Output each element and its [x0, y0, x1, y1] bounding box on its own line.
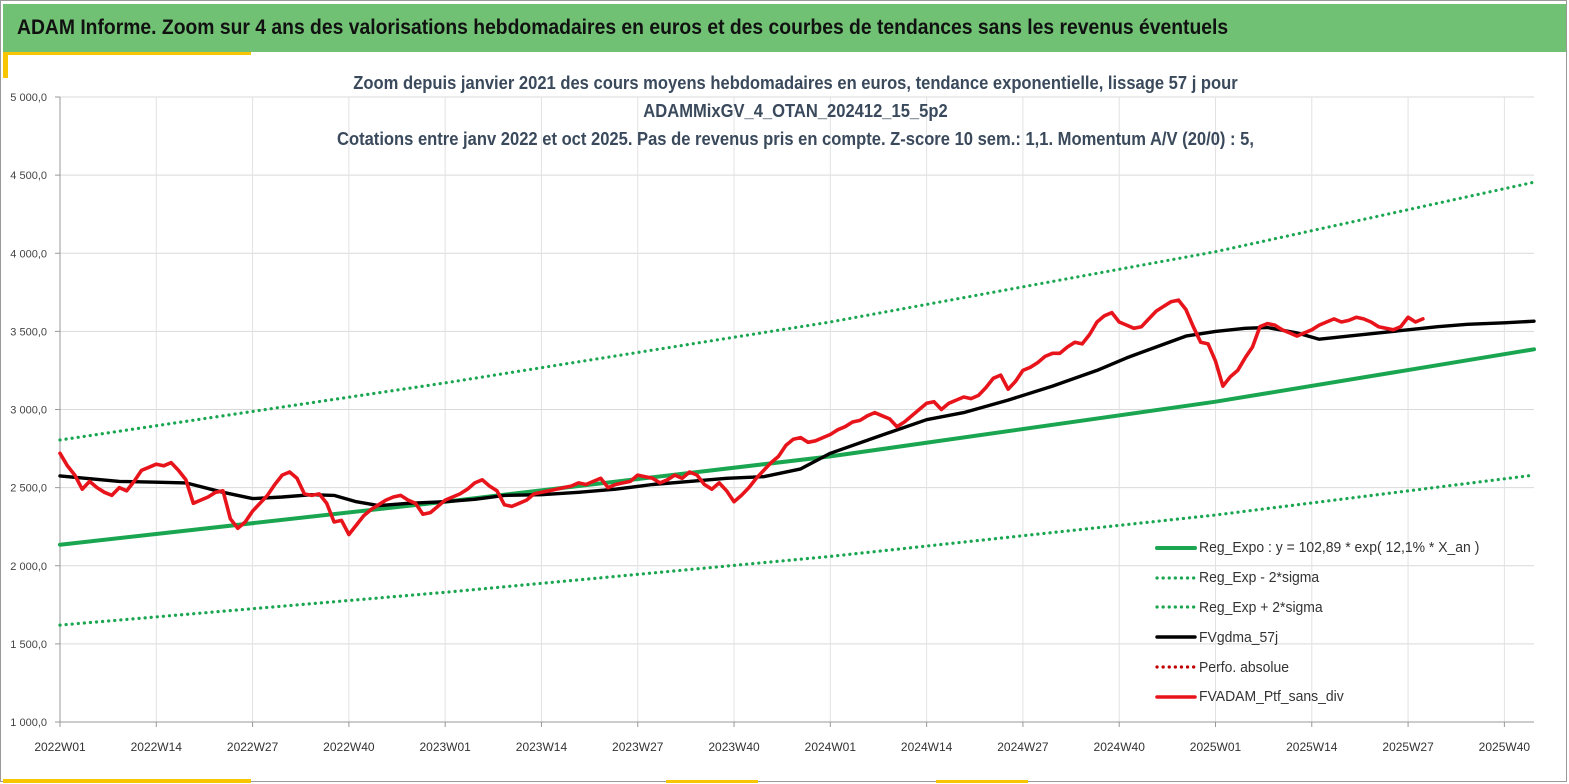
legend-label: Reg_Exp + 2*sigma — [1199, 598, 1323, 616]
accent-stripe-bottom-right — [936, 780, 1028, 783]
legend-swatch — [1155, 663, 1197, 671]
y-tick-label: 3 500,0 — [10, 326, 47, 338]
accent-stripe-bottom — [3, 779, 251, 783]
legend-label: Reg_Exp - 2*sigma — [1199, 569, 1320, 587]
legend-swatch — [1155, 693, 1197, 701]
accent-stripe-bottom-mid — [666, 780, 758, 783]
x-tick-label: 2023W40 — [708, 740, 760, 754]
series-line-2 — [58, 180, 1536, 442]
y-tick-label: 4 500,0 — [10, 170, 47, 182]
legend-label: Perfo. absolue — [1199, 658, 1289, 676]
legend-item: Reg_Exp - 2*sigma — [1155, 563, 1500, 593]
legend-item: Perfo. absolue — [1155, 652, 1500, 682]
y-tick-label: 2 000,0 — [10, 561, 47, 573]
legend-item: Reg_Exp + 2*sigma — [1155, 593, 1500, 623]
y-tick-label: 3 000,0 — [10, 405, 47, 417]
legend-swatch — [1155, 633, 1197, 641]
series-line-0 — [58, 347, 1536, 547]
legend-item: FVgdma_57j — [1155, 622, 1500, 652]
y-tick-label: 1 500,0 — [10, 639, 47, 651]
x-tick-label: 2024W14 — [901, 740, 953, 754]
x-tick-label: 2022W14 — [131, 740, 183, 754]
legend-swatch — [1155, 603, 1197, 611]
banner-title: ADAM Informe. Zoom sur 4 ans des valoris… — [17, 16, 1229, 39]
x-tick-label: 2023W01 — [419, 740, 471, 754]
x-tick-label: 2022W01 — [34, 740, 86, 754]
chart-title-line-1: Zoom depuis janvier 2021 des cours moyen… — [353, 73, 1238, 93]
x-tick-label: 2023W27 — [612, 740, 664, 754]
x-tick-label: 2024W40 — [1094, 740, 1146, 754]
x-tick-label: 2023W14 — [516, 740, 568, 754]
y-tick-label: 2 500,0 — [10, 483, 47, 495]
accent-stripe-top — [3, 52, 251, 55]
y-tick-label: 1 000,0 — [10, 717, 47, 729]
legend-label: Reg_Expo : y = 102,89 * exp( 12,1% * X_a… — [1199, 539, 1480, 557]
x-tick-label: 2025W01 — [1190, 740, 1242, 754]
x-tick-label: 2025W40 — [1479, 740, 1531, 754]
series-line-5 — [58, 298, 1425, 537]
title-banner: ADAM Informe. Zoom sur 4 ans des valoris… — [3, 4, 1566, 52]
x-tick-label: 2024W27 — [997, 740, 1049, 754]
series-line-1 — [58, 473, 1536, 627]
chart-title: Zoom depuis janvier 2021 des cours moyen… — [1, 69, 1569, 153]
chart-title-line-3: Cotations entre janv 2022 et oct 2025. P… — [337, 129, 1254, 149]
legend-item: Reg_Expo : y = 102,89 * exp( 12,1% * X_a… — [1155, 533, 1500, 563]
y-tick-label: 5 000,0 — [10, 92, 47, 104]
legend-swatch — [1155, 574, 1197, 582]
chart-title-line-2: ADAMMixGV_4_OTAN_202412_15_5p2 — [643, 101, 948, 121]
x-tick-label: 2025W14 — [1286, 740, 1338, 754]
x-tick-label: 2024W01 — [805, 740, 857, 754]
x-tick-label: 2022W40 — [323, 740, 375, 754]
legend: Reg_Expo : y = 102,89 * exp( 12,1% * X_a… — [1155, 533, 1500, 712]
y-tick-label: 4 000,0 — [10, 248, 47, 260]
x-tick-label: 2022W27 — [227, 740, 279, 754]
legend-label: FVADAM_Ptf_sans_div — [1199, 688, 1344, 706]
legend-item: FVADAM_Ptf_sans_div — [1155, 682, 1500, 712]
accent-stripe-left — [3, 52, 8, 78]
x-tick-label: 2025W27 — [1382, 740, 1434, 754]
legend-label: FVgdma_57j — [1199, 628, 1279, 646]
legend-swatch — [1155, 544, 1197, 552]
